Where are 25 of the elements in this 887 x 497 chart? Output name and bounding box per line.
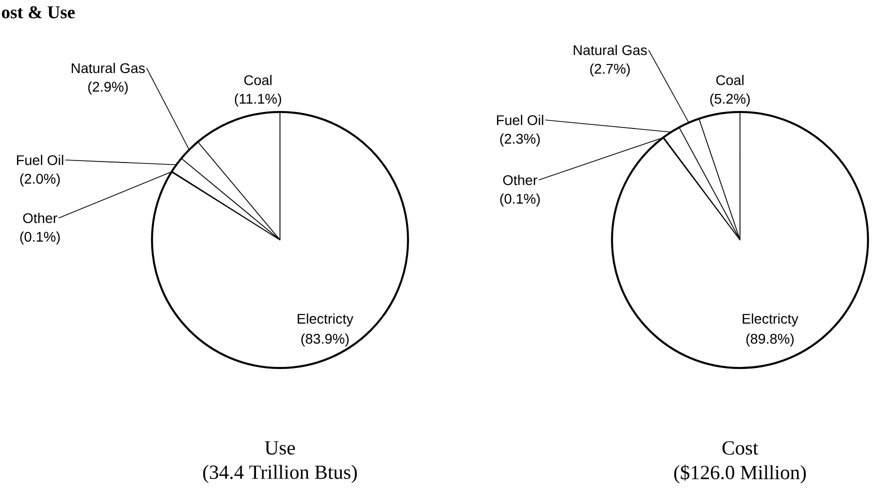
- data-label: (5.2%): [710, 93, 750, 107]
- data-label: (0.1%): [20, 231, 60, 245]
- slice-label: Other: [23, 212, 58, 224]
- data-label: (83.9%): [301, 333, 349, 347]
- data-label: (2.3%): [500, 133, 540, 147]
- slice-label: Coal: [716, 74, 744, 86]
- text: ($126.0 Million): [674, 464, 806, 484]
- chart-title: ost & Use: [2, 6, 75, 18]
- slice-label: Electricty: [298, 313, 354, 327]
- data-label: (2.0%): [20, 173, 60, 187]
- slice-label: Fuel Oil: [17, 154, 64, 166]
- slice-label: Natural Gas: [574, 44, 647, 56]
- text: Use: [264, 441, 295, 455]
- slice-label: Natural Gas: [72, 62, 145, 74]
- slice-label: Electricty: [742, 313, 798, 327]
- slice-label: Other: [503, 174, 538, 186]
- data-label: (0.1%): [500, 193, 540, 207]
- data-label: (2.9%): [88, 81, 128, 95]
- text: (34.4 Trillion Btus): [203, 464, 357, 484]
- data-label: (11.1%): [234, 93, 282, 107]
- data-label: (2.7%): [590, 63, 630, 77]
- slice-label: Coal: [244, 74, 272, 86]
- data-label: (89.8%): [746, 333, 794, 347]
- slice-label: Fuel Oil: [497, 114, 544, 126]
- text: Cost: [722, 441, 758, 455]
